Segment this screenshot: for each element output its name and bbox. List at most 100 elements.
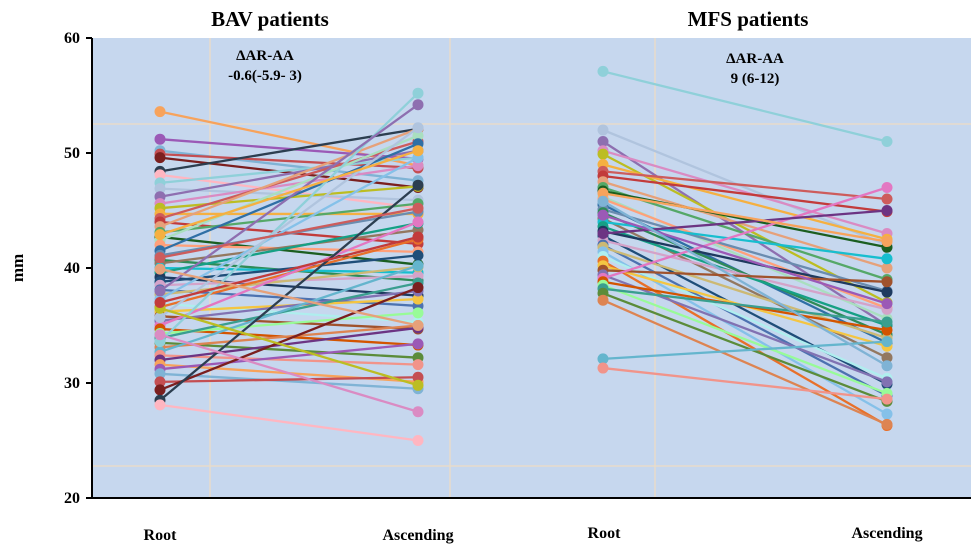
point-ascending-mfs-16 <box>881 352 893 364</box>
y-tick-label: 60 <box>64 30 80 47</box>
point-ascending-mfs-19 <box>881 286 893 298</box>
point-ascending-mfs-24 <box>881 408 893 420</box>
series-line-mfs-35 <box>602 299 888 426</box>
series-line-bav-36 <box>159 289 419 323</box>
point-root-bav-54 <box>154 311 166 323</box>
point-ascending-mfs-17 <box>881 253 893 265</box>
series-line-mfs-3 <box>602 149 888 235</box>
series-line-bav-45 <box>159 326 419 362</box>
series-line-bav-49 <box>159 376 419 383</box>
point-root-mfs-2 <box>597 136 609 147</box>
series-lines <box>154 65 893 446</box>
point-ascending-bav-51 <box>412 179 424 191</box>
series-line-mfs-34 <box>602 292 888 403</box>
point-root-bav-52 <box>154 399 166 411</box>
series-line-mfs-29 <box>602 273 888 383</box>
series-line-bav-8 <box>159 187 419 202</box>
point-ascending-bav-43 <box>412 260 424 272</box>
point-root-bav-0 <box>154 106 166 118</box>
point-ascending-bav-56 <box>412 406 424 418</box>
point-ascending-mfs-0 <box>881 136 893 147</box>
series-line-bav-44 <box>159 354 419 366</box>
point-ascending-bav-55 <box>412 99 424 111</box>
series-line-mfs-36 <box>602 340 888 360</box>
series-line-mfs-41 <box>602 200 888 367</box>
series-line-mfs-6 <box>602 170 888 201</box>
point-root-bav-6 <box>154 169 166 181</box>
point-ascending-bav-49 <box>412 371 424 383</box>
point-root-bav-61 <box>154 263 166 275</box>
x-tick-label-mfs-root: Root <box>588 525 622 542</box>
point-root-mfs-40 <box>597 209 609 221</box>
series-line-bav-58 <box>159 149 419 236</box>
series-line-bav-10 <box>159 164 419 205</box>
point-root-bav-59 <box>154 252 166 264</box>
point-ascending-bav-44 <box>412 359 424 371</box>
annotation-mfs-line2: 9 (6-12) <box>731 71 780 87</box>
point-ascending-mfs-35 <box>881 418 893 430</box>
point-ascending-bav-58 <box>412 145 424 157</box>
series-line-mfs-33 <box>602 287 888 324</box>
series-line-mfs-22 <box>602 243 888 397</box>
series-line-bav-15 <box>159 127 419 228</box>
point-ascending-bav-53 <box>412 87 424 99</box>
series-line-mfs-28 <box>602 269 888 283</box>
series-line-mfs-26 <box>602 260 888 427</box>
point-root-bav-50 <box>154 384 166 396</box>
series-line-bav-32 <box>159 302 419 324</box>
y-ticks: 20 30 40 50 60 <box>64 30 92 507</box>
point-root-bav-1 <box>154 133 166 145</box>
annotation-bav-line2: -0.6(-5.9- 3) <box>228 68 302 84</box>
point-ascending-mfs-33 <box>881 316 893 328</box>
x-tick-label-mfs-ascending: Ascending <box>851 525 922 542</box>
point-ascending-bav-57 <box>412 379 424 391</box>
x-tick-label-bav-root: Root <box>144 527 178 544</box>
series-line-bav-42 <box>159 324 419 349</box>
point-root-bav-55 <box>154 285 166 297</box>
point-ascending-mfs-36 <box>881 336 893 348</box>
point-ascending-mfs-29 <box>881 376 893 388</box>
y-tick-label: 40 <box>64 260 80 277</box>
series-line-bav-31 <box>159 156 419 301</box>
series-line-bav-54 <box>159 126 419 319</box>
point-root-mfs-1 <box>597 124 609 136</box>
series-line-mfs-25 <box>602 255 888 380</box>
point-root-bav-8 <box>154 183 166 195</box>
point-ascending-mfs-30 <box>881 182 893 193</box>
point-root-mfs-36 <box>597 353 609 365</box>
point-root-bav-48 <box>154 368 166 380</box>
series-line-bav-55 <box>159 103 419 292</box>
annotation-mfs-line1: ΔAR-AA <box>726 51 784 67</box>
point-ascending-bav-39 <box>412 307 424 319</box>
point-ascending-mfs-38 <box>881 205 893 216</box>
point-root-bav-49 <box>154 376 166 388</box>
series-line-bav-41 <box>159 341 419 359</box>
series-line-bav-37 <box>159 220 419 327</box>
point-root-mfs-39 <box>597 187 609 199</box>
x-tick-label-bav-ascending: Ascending <box>382 527 453 544</box>
point-ascending-bav-10 <box>412 160 424 172</box>
series-line-bav-50 <box>159 286 419 391</box>
point-root-mfs-35 <box>597 294 609 306</box>
series-line-bav-57 <box>159 307 419 387</box>
point-root-mfs-38 <box>597 228 609 239</box>
series-line-bav-52 <box>159 403 419 442</box>
y-axis-label: mm <box>8 254 27 282</box>
point-ascending-bav-59 <box>412 202 424 214</box>
series-line-mfs-14 <box>602 208 888 293</box>
panel-title-bav: BAV patients <box>211 7 329 31</box>
series-line-bav-40 <box>159 281 419 340</box>
series-line-bav-61 <box>159 268 419 327</box>
panel-title-mfs: MFS patients <box>688 7 809 31</box>
point-ascending-mfs-6 <box>881 193 893 205</box>
series-line-bav-51 <box>159 184 419 402</box>
series-line-bav-59 <box>159 207 419 259</box>
point-ascending-mfs-41 <box>881 360 893 372</box>
point-ascending-bav-50 <box>412 282 424 294</box>
point-root-mfs-37 <box>597 362 609 374</box>
series-line-mfs-0 <box>602 70 888 143</box>
point-root-bav-56 <box>154 329 166 341</box>
series-line-mfs-7 <box>602 174 888 213</box>
series-line-bav-25 <box>159 222 419 274</box>
